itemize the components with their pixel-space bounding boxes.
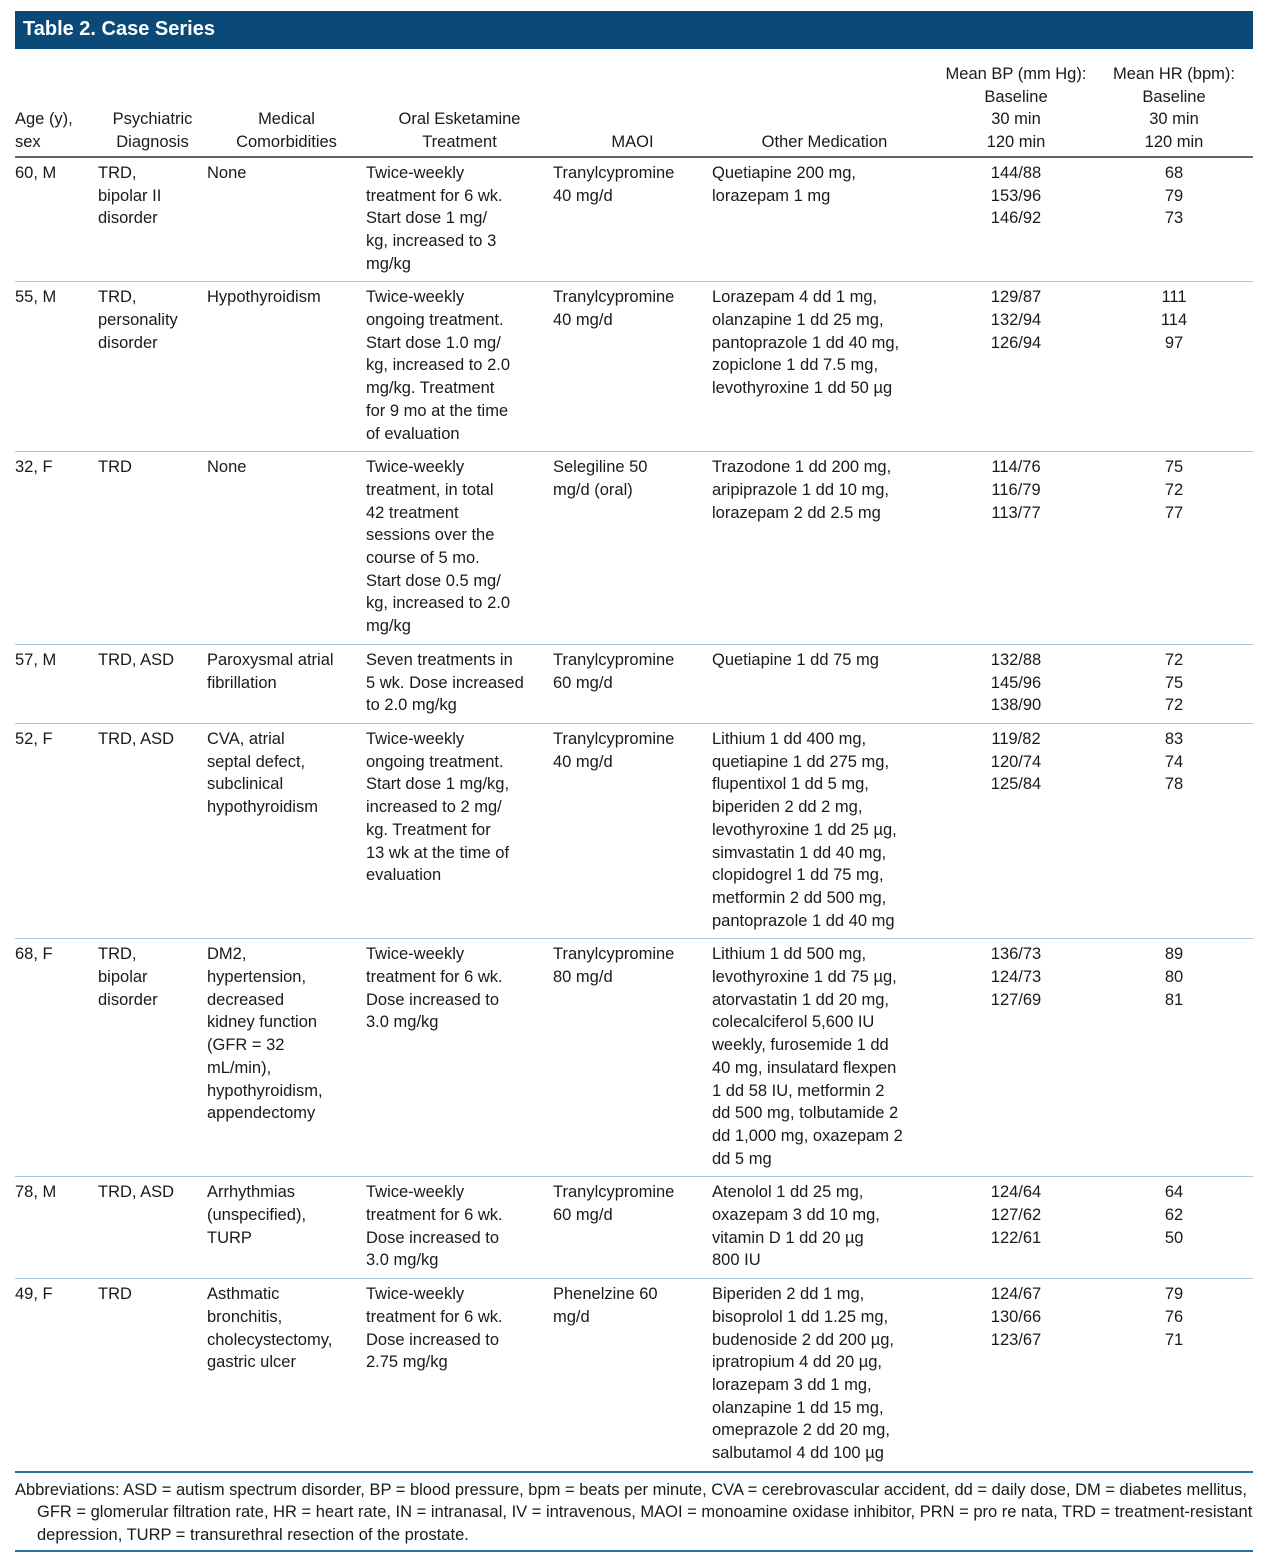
cell-age-sex: 52, F — [15, 723, 98, 940]
cell-other-medication: Quetiapine 200 mg, lorazepam 1 mg — [712, 156, 937, 283]
column-header-other-medication: Other Medication — [712, 49, 937, 158]
cell-maoi: Phenelzine 60 mg/d — [553, 1278, 712, 1473]
cell-medical-comorbidities: None — [207, 451, 366, 645]
cell-psychiatric-diagnosis: TRD, personality disorder — [98, 281, 207, 453]
cell-mean-hr: 75 72 77 — [1095, 451, 1253, 645]
header-row: Age (y), sex Psychiatric Diagnosis Medical… — [15, 49, 1253, 158]
column-header-psychiatric-diagnosis: Psychiatric Diagnosis — [98, 49, 207, 158]
column-header-mean-hr: Mean HR (bpm): Baseline 30 min 120 min — [1095, 49, 1253, 158]
cell-oral-esketamine-treatment: Twice-weekly treatment for 6 wk. Start d… — [366, 156, 553, 283]
cell-age-sex: 78, M — [15, 1176, 98, 1280]
cell-age-sex: 55, M — [15, 281, 98, 453]
cell-mean-bp: 144/88 153/96 146/92 — [937, 156, 1095, 283]
cell-medical-comorbidities: DM2, hypertension, decreased kidney func… — [207, 938, 366, 1178]
cell-oral-esketamine-treatment: Twice-weekly ongoing treatment. Start do… — [366, 281, 553, 453]
cell-mean-hr: 89 80 81 — [1095, 938, 1253, 1178]
footnote: Abbreviations: ASD = autism spectrum dis… — [15, 1473, 1253, 1552]
column-header-medical-comorbidities: Medical Comorbidities — [207, 49, 366, 158]
cell-psychiatric-diagnosis: TRD — [98, 451, 207, 645]
table-row: 60, M TRD, bipolar II disorder None Twice-w… — [15, 156, 1253, 283]
cell-oral-esketamine-treatment: Twice-weekly ongoing treatment. Start do… — [366, 723, 553, 940]
cell-mean-hr: 64 62 50 — [1095, 1176, 1253, 1280]
cell-oral-esketamine-treatment: Twice-weekly treatment for 6 wk. Dose in… — [366, 938, 553, 1178]
table-row: 57, M TRD, ASD Paroxysmal atrial fibrillat… — [15, 644, 1253, 724]
cell-mean-bp: 124/67 130/66 123/67 — [937, 1278, 1095, 1473]
cell-psychiatric-diagnosis: TRD, bipolar disorder — [98, 938, 207, 1178]
cell-medical-comorbidities: None — [207, 156, 366, 283]
cell-other-medication: Lorazepam 4 dd 1 mg, olanzapine 1 dd 25 … — [712, 281, 937, 453]
table-row: 68, F TRD, bipolar disorder DM2, hypertens… — [15, 938, 1253, 1178]
cell-mean-bp: 114/76 116/79 113/77 — [937, 451, 1095, 645]
case-series-table: Age (y), sex Psychiatric Diagnosis Medical… — [15, 49, 1253, 1473]
cell-oral-esketamine-treatment: Twice-weekly treatment, in total 42 trea… — [366, 451, 553, 645]
cell-mean-hr: 111 114 97 — [1095, 281, 1253, 453]
column-header-mean-bp: Mean BP (mm Hg): Baseline 30 min 120 min — [937, 49, 1095, 158]
cell-maoi: Tranylcypromine 40 mg/d — [553, 723, 712, 940]
table-body: 60, M TRD, bipolar II disorder None Twice-w… — [15, 156, 1253, 1473]
cell-other-medication: Atenolol 1 dd 25 mg, oxazepam 3 dd 10 mg… — [712, 1176, 937, 1280]
cell-maoi: Tranylcypromine 40 mg/d — [553, 156, 712, 283]
cell-psychiatric-diagnosis: TRD, ASD — [98, 723, 207, 940]
table-row: 49, F TRD Asthmatic bronchitis, cholecyste… — [15, 1278, 1253, 1473]
cell-medical-comorbidities: Paroxysmal atrial fibrillation — [207, 644, 366, 724]
cell-maoi: Tranylcypromine 60 mg/d — [553, 644, 712, 724]
cell-psychiatric-diagnosis: TRD, bipolar II disorder — [98, 156, 207, 283]
cell-psychiatric-diagnosis: TRD, ASD — [98, 1176, 207, 1280]
abbreviations-text: Abbreviations: ASD = autism spectrum dis… — [15, 1480, 1253, 1544]
cell-psychiatric-diagnosis: TRD, ASD — [98, 644, 207, 724]
cell-medical-comorbidities: Asthmatic bronchitis, cholecystectomy, g… — [207, 1278, 366, 1473]
table-row: 32, F TRD None Twice-weekly treatment, in t… — [15, 451, 1253, 645]
cell-age-sex: 57, M — [15, 644, 98, 724]
cell-mean-hr: 83 74 78 — [1095, 723, 1253, 940]
cell-mean-hr: 72 75 72 — [1095, 644, 1253, 724]
cell-maoi: Tranylcypromine 80 mg/d — [553, 938, 712, 1178]
cell-mean-bp: 119/82 120/74 125/84 — [937, 723, 1095, 940]
cell-psychiatric-diagnosis: TRD — [98, 1278, 207, 1473]
cell-other-medication: Trazodone 1 dd 200 mg, aripiprazole 1 dd… — [712, 451, 937, 645]
column-header-age-sex: Age (y), sex — [15, 49, 98, 158]
cell-mean-hr: 68 79 73 — [1095, 156, 1253, 283]
cell-maoi: Selegiline 50 mg/d (oral) — [553, 451, 712, 645]
table-row: 52, F TRD, ASD CVA, atrial septal defect, … — [15, 723, 1253, 940]
cell-mean-bp: 136/73 124/73 127/69 — [937, 938, 1095, 1178]
cell-age-sex: 68, F — [15, 938, 98, 1178]
cell-medical-comorbidities: Arrhythmias (unspecified), TURP — [207, 1176, 366, 1280]
cell-age-sex: 49, F — [15, 1278, 98, 1473]
cell-maoi: Tranylcypromine 60 mg/d — [553, 1176, 712, 1280]
cell-medical-comorbidities: Hypothyroidism — [207, 281, 366, 453]
cell-medical-comorbidities: CVA, atrial septal defect, subclinical h… — [207, 723, 366, 940]
cell-maoi: Tranylcypromine 40 mg/d — [553, 281, 712, 453]
cell-other-medication: Biperiden 2 dd 1 mg, bisoprolol 1 dd 1.2… — [712, 1278, 937, 1473]
column-header-oral-esketamine-treatment: Oral Esketamine Treatment — [366, 49, 553, 158]
cell-age-sex: 60, M — [15, 156, 98, 283]
cell-other-medication: Quetiapine 1 dd 75 mg — [712, 644, 937, 724]
column-header-maoi: MAOI — [553, 49, 712, 158]
table-row: 78, M TRD, ASD Arrhythmias (unspecified), … — [15, 1176, 1253, 1280]
cell-oral-esketamine-treatment: Twice-weekly treatment for 6 wk. Dose in… — [366, 1278, 553, 1473]
cell-mean-bp: 124/64 127/62 122/61 — [937, 1176, 1095, 1280]
cell-other-medication: Lithium 1 dd 400 mg, quetiapine 1 dd 275… — [712, 723, 937, 940]
cell-other-medication: Lithium 1 dd 500 mg, levothyroxine 1 dd … — [712, 938, 937, 1178]
table-title: Table 2. Case Series — [15, 11, 1253, 49]
cell-age-sex: 32, F — [15, 451, 98, 645]
cell-mean-bp: 132/88 145/96 138/90 — [937, 644, 1095, 724]
table-container: Table 2. Case Series Age (y), sex Psychia… — [15, 11, 1253, 1552]
cell-mean-bp: 129/87 132/94 126/94 — [937, 281, 1095, 453]
cell-oral-esketamine-treatment: Twice-weekly treatment for 6 wk. Dose in… — [366, 1176, 553, 1280]
table-row: 55, M TRD, personality disorder Hypothyroi… — [15, 281, 1253, 453]
cell-oral-esketamine-treatment: Seven treatments in 5 wk. Dose increased… — [366, 644, 553, 724]
cell-mean-hr: 79 76 71 — [1095, 1278, 1253, 1473]
